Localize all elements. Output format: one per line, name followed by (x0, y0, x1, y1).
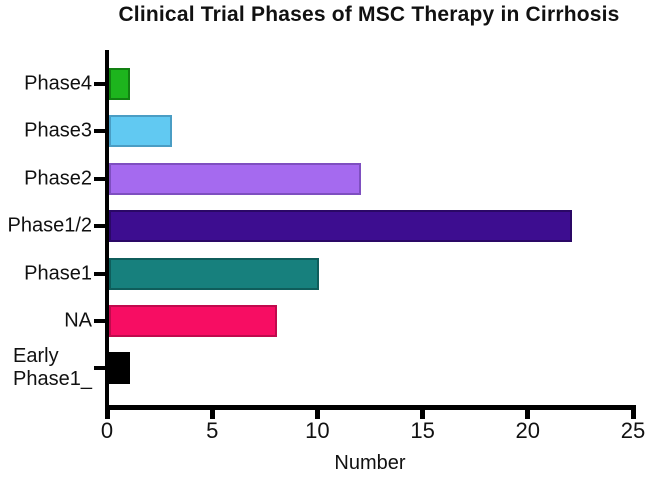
y-axis-label-phase1: Phase1 (24, 262, 92, 285)
bar-phase2 (109, 162, 362, 195)
y-axis-label-phase4: Phase4 (24, 72, 92, 95)
chart-title: Clinical Trial Phases of MSC Therapy in … (118, 3, 620, 26)
x-axis-tick (104, 410, 110, 419)
x-axis-tick (420, 410, 426, 419)
bar-phase1 (109, 257, 320, 290)
bar-early-phase1 (109, 352, 131, 385)
x-axis-line (105, 405, 636, 410)
bar-na (109, 305, 278, 337)
bar-phase1-2 (109, 210, 572, 243)
y-axis-label-phase3: Phase3 (24, 119, 92, 142)
y-axis-tick (94, 319, 107, 323)
x-axis-tick-label: 5 (206, 418, 219, 443)
y-axis-tick (94, 82, 107, 86)
y-axis-label-phase2: Phase2 (24, 167, 92, 190)
x-axis-tick-label: 25 (620, 418, 646, 443)
x-axis-tick (314, 410, 320, 419)
x-axis-tick-label: 10 (305, 418, 330, 443)
x-axis-tick-label: 0 (100, 418, 114, 443)
y-axis-tick (94, 176, 107, 181)
y-axis-label-phase1-2: Phase1/2 (7, 214, 92, 237)
bar-phase3 (109, 115, 173, 148)
y-axis-tick (94, 224, 107, 229)
y-axis-tick (94, 129, 107, 134)
y-axis-tick (94, 366, 107, 371)
y-axis-tick (94, 271, 107, 276)
y-axis-line (105, 50, 109, 410)
x-axis-tick-label: 20 (515, 418, 541, 443)
x-axis-tick (630, 410, 636, 419)
y-axis-label-na: NA (64, 309, 92, 332)
x-axis-tick (209, 410, 215, 419)
x-axis-title: Number (334, 452, 406, 474)
y-axis-label-early-phase1: Early Phase1_ (13, 345, 92, 391)
bar-phase4 (109, 68, 131, 100)
x-axis-tick (525, 410, 531, 419)
x-axis-tick-label: 15 (410, 418, 435, 443)
